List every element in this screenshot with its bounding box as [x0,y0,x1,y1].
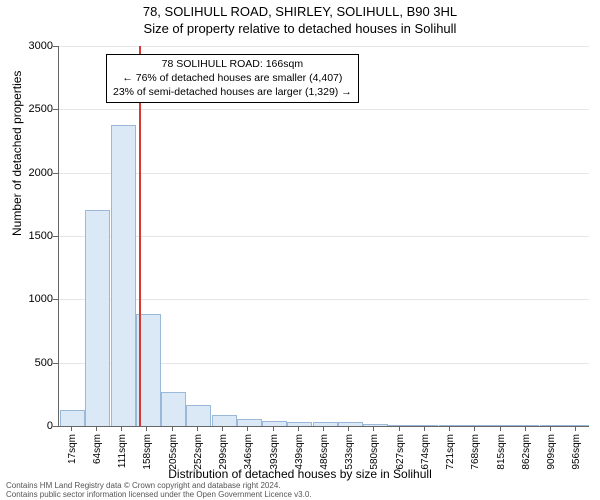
histogram-bar [212,415,237,426]
x-tick-label: 486sqm [319,434,330,470]
chart-area: 050010001500200025003000 17sqm64sqm111sq… [58,46,588,426]
chart-container: 78, SOLIHULL ROAD, SHIRLEY, SOLIHULL, B9… [0,0,600,500]
x-tick-label: 721sqm [445,434,456,470]
x-tick-label: 158sqm [142,434,153,470]
histogram-bar [489,425,514,426]
histogram-bar [313,422,338,426]
x-tick-label: 862sqm [521,434,532,470]
histogram-bar [60,410,85,426]
histogram-bar [464,425,489,426]
x-tick-label: 111sqm [117,434,128,468]
x-tick-label: 205sqm [168,434,179,470]
marker-line [139,46,141,426]
x-tick-label: 393sqm [269,434,280,470]
histogram-bar [237,419,262,426]
y-tick-label: 0 [47,420,53,432]
annotation-line-3: 23% of semi-detached houses are larger (… [113,85,352,99]
y-tick-label: 1500 [29,230,53,242]
annotation-line-1: 78 SOLIHULL ROAD: 166sqm [113,57,352,71]
y-tick-label: 500 [35,357,53,369]
x-tick-label: 17sqm [67,434,78,464]
page-title: 78, SOLIHULL ROAD, SHIRLEY, SOLIHULL, B9… [0,0,600,19]
x-tick-label: 64sqm [92,434,103,464]
y-tick-label: 3000 [29,40,53,52]
annotation-box: 78 SOLIHULL ROAD: 166sqm ← 76% of detach… [106,54,359,103]
y-tick-label: 2000 [29,167,53,179]
x-tick-label: 299sqm [218,434,229,470]
histogram-bar [363,424,388,426]
x-tick-label: 346sqm [243,434,254,470]
histogram-bar [514,425,539,426]
histogram-bar [161,392,186,426]
y-tick-label: 2500 [29,103,53,115]
x-tick-label: 627sqm [395,434,406,470]
x-tick-label: 768sqm [470,434,481,470]
histogram-bar [338,422,363,426]
histogram-bar [540,425,565,426]
y-tick-label: 1000 [29,293,53,305]
annotation-line-2: ← 76% of detached houses are smaller (4,… [113,71,352,85]
histogram-bar [565,425,589,426]
x-tick-label: 674sqm [420,434,431,470]
footer-line-2: Contains public sector information licen… [6,490,312,499]
histogram-bar [439,425,464,426]
x-tick-label: 956sqm [571,434,582,470]
x-tick-label: 580sqm [369,434,380,470]
y-axis-label: Number of detached properties [10,71,24,236]
x-tick-label: 909sqm [546,434,557,470]
histogram-bar [85,210,110,426]
x-tick-label: 439sqm [294,434,305,470]
footer-line-1: Contains HM Land Registry data © Crown c… [6,481,312,490]
histogram-bar [262,421,287,426]
page-subtitle: Size of property relative to detached ho… [0,19,600,40]
x-tick-label: 533sqm [344,434,355,470]
histogram-bar [287,422,312,426]
histogram-bar [111,125,136,426]
x-tick-label: 252sqm [193,434,204,470]
plot-area [58,46,589,427]
histogram-bar [413,425,438,427]
footer: Contains HM Land Registry data © Crown c… [6,481,312,499]
histogram-bar [186,405,211,426]
histogram-bar [388,425,413,427]
x-tick-label: 815sqm [496,434,507,470]
